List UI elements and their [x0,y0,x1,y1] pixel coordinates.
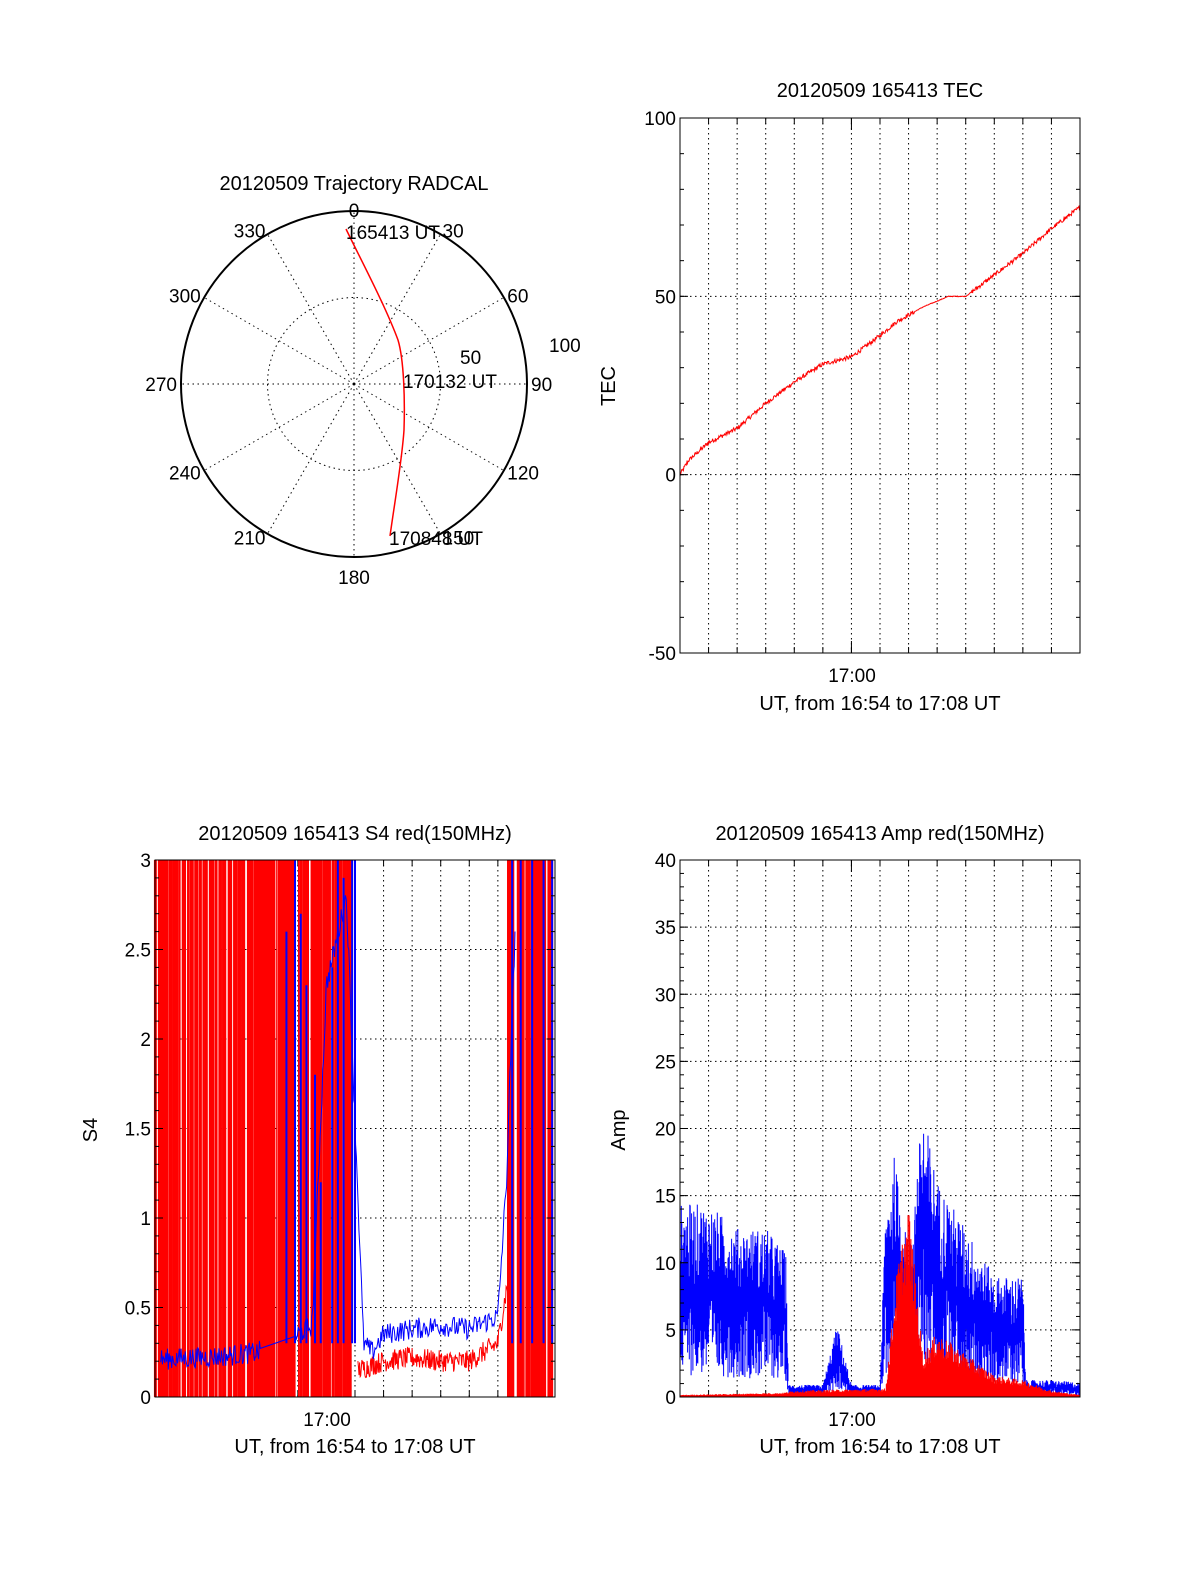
amp-title: 20120509 165413 Amp red(150MHz) [715,823,1044,845]
trajectory-polar-plot: 20120509 Trajectory RADCAL 0 30 60 90 120 150… [145,173,580,589]
s4-ytick-label: 2 [140,1030,151,1051]
trajectory-line [345,228,406,537]
polar-azimuth-label: 120 [507,464,539,485]
amp-ytick-label: 5 [665,1321,676,1342]
polar-outer-circle [180,210,528,558]
polar-grid [180,210,528,558]
trajectory-end-label: 170848 UT [389,529,483,550]
amp-ytick-label: 20 [655,1120,676,1141]
amp-ytick-label: 0 [665,1388,676,1409]
trajectory-path [345,228,406,537]
amp-y-ticks: 0 5 10 15 20 25 30 35 40 [655,851,1080,1409]
tec-plot-frame [679,117,1081,654]
tec-x-axis-label: UT, from 16:54 to 17:08 UT [759,693,1000,715]
polar-spoke [353,297,505,385]
polar-azimuth-label: 300 [169,287,201,308]
polar-spoke [353,233,441,385]
polar-azimuth-label: 270 [145,375,177,396]
polar-title: 20120509 Trajectory RADCAL [219,173,488,195]
amp-ytick-label: 25 [655,1052,676,1073]
tec-ytick-label: 100 [644,109,676,130]
s4-red-line [357,1284,509,1379]
s4-ytick-label: 1.5 [125,1120,151,1141]
polar-azimuth-label: 180 [338,568,370,589]
polar-radial-label: 100 [549,336,581,357]
s4-panel: 20120509 165413 S4 red(150MHz) 0 0.5 1 1.5 2… [80,823,556,1458]
polar-azimuth-label: 0 [349,201,360,222]
amp-ytick-label: 10 [655,1254,676,1275]
s4-ytick-label: 0 [140,1388,151,1409]
s4-ytick-label: 3 [140,851,151,872]
amp-x-axis-label: UT, from 16:54 to 17:08 UT [759,1436,1000,1458]
polar-azimuth-label: 150 [443,528,475,549]
s4-y-axis-label: S4 [80,1118,102,1142]
tec-title: 20120509 165413 TEC [777,80,983,102]
polar-azimuth-label: 330 [234,222,266,243]
s4-blue-line [160,895,516,1370]
s4-y-ticks: 0 0.5 1 1.5 2 2.5 3 [125,851,555,1409]
tec-series [679,204,1081,476]
amp-ytick-label: 40 [655,851,676,872]
tec-y-ticks: -50 0 50 100 [644,109,1080,665]
s4-series [160,895,516,1379]
polar-spoke [203,297,355,385]
tec-ytick-label: -50 [649,644,676,665]
s4-x-axis-label: UT, from 16:54 to 17:08 UT [234,1436,475,1458]
tec-y-axis-label: TEC [598,366,620,406]
amp-y-axis-label: Amp [608,1109,630,1150]
s4-title: 20120509 165413 S4 red(150MHz) [198,823,512,845]
polar-spoke [267,383,355,535]
tec-ytick-label: 0 [665,466,676,487]
polar-azimuth-label: 240 [169,464,201,485]
polar-spoke [353,383,505,471]
trajectory-mid-label: 170132 UT [403,372,497,393]
amp-ytick-label: 30 [655,985,676,1006]
amp-x-tick-label: 17:00 [828,1410,876,1431]
s4-ytick-label: 2.5 [125,941,151,962]
polar-azimuth-label: 210 [234,528,266,549]
polar-azimuth-labels: 0 30 60 90 120 150 180 210 240 270 300 330 [145,201,552,589]
polar-radial-label: 50 [460,348,481,369]
amp-ytick-label: 35 [655,918,676,939]
s4-ytick-label: 1 [140,1209,151,1230]
trajectory-start-label: 165413 UT [346,223,440,244]
polar-spoke [267,233,355,385]
polar-azimuth-label: 60 [507,287,528,308]
s4-red-spikes [153,860,554,1397]
polar-radial-labels: 50 100 [460,336,581,369]
s4-x-tick-label: 17:00 [303,1410,351,1431]
tec-grid [680,118,1080,653]
tec-panel: 20120509 165413 TEC -50 0 50 100 17:00 UT, … [598,80,1081,715]
polar-spoke [203,383,355,471]
polar-azimuth-label: 30 [443,222,464,243]
tec-series-line [679,204,1081,476]
tec-x-tick-label: 17:00 [828,666,876,687]
polar-azimuth-label: 90 [531,375,552,396]
tec-ytick-label: 50 [655,287,676,308]
polar-spoke [353,383,441,535]
amp-panel: 20120509 165413 Amp red(150MHz) 0 5 10 15 20… [608,823,1081,1458]
amp-ytick-label: 15 [655,1187,676,1208]
s4-ytick-label: 0.5 [125,1299,151,1320]
